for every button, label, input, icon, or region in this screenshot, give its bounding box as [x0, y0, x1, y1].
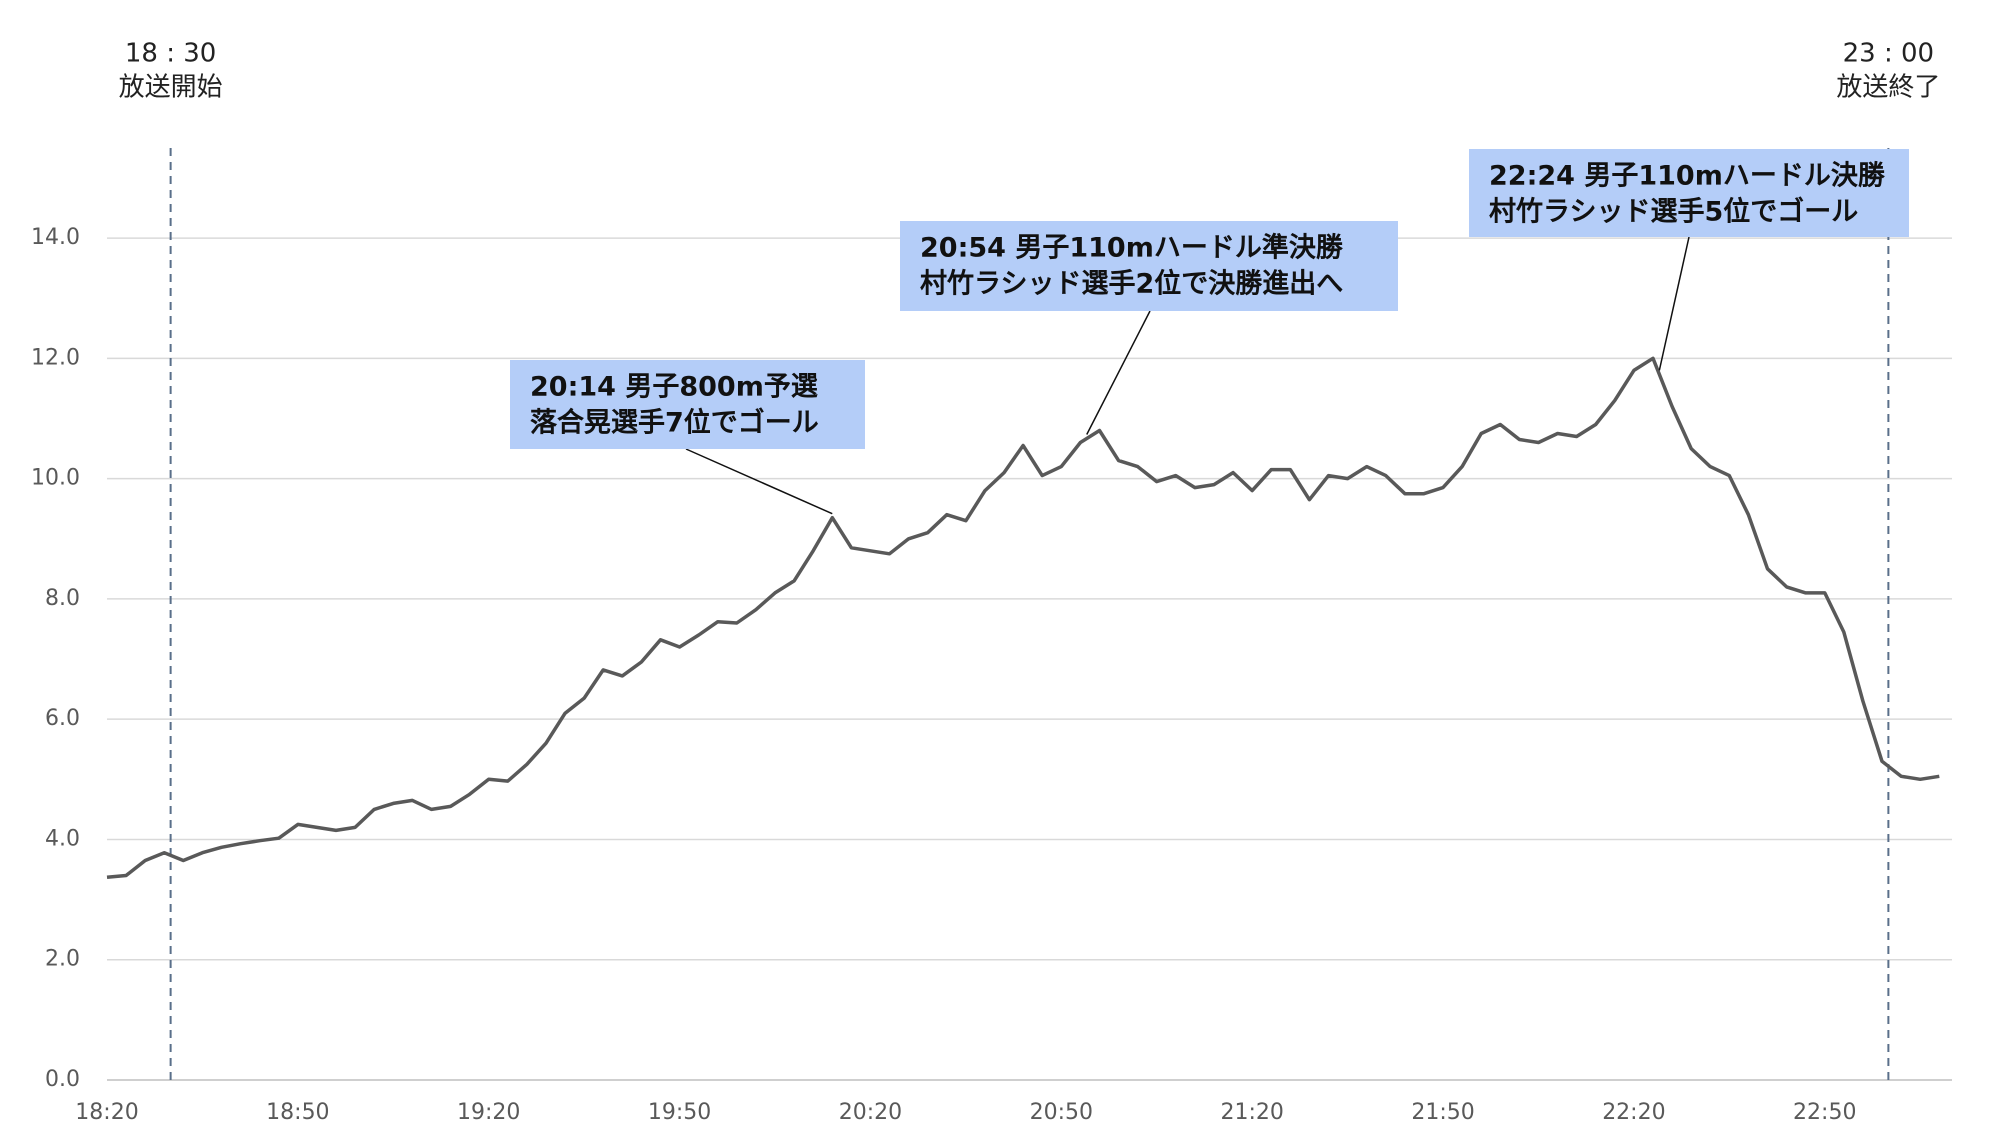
- annotation-text: 20:14 男子800m予選: [530, 372, 818, 403]
- annotation-text: 落合晃選手7位でゴール: [530, 407, 819, 439]
- annotation-pointer: [685, 448, 833, 515]
- y-tick-label: 14.0: [31, 225, 80, 250]
- annotation-text: 村竹ラシッド選手2位で決勝進出へ: [920, 268, 1343, 300]
- line: [106, 356, 1940, 880]
- annotation-box: [900, 221, 1398, 311]
- x-tick-label: 20:20: [839, 1100, 902, 1125]
- x-tick-label: 22:50: [1793, 1100, 1856, 1125]
- x-tick-label: 22:20: [1602, 1100, 1665, 1125]
- annotation-pointer: [1658, 236, 1690, 371]
- x-tick-label: 18:50: [266, 1100, 329, 1125]
- annotation-text: 20:54 男子110mハードル準決勝: [920, 232, 1344, 264]
- y-tick-label: 8.0: [45, 586, 80, 611]
- x-tick-label: 21:20: [1220, 1100, 1283, 1125]
- y-tick-label: 2.0: [45, 947, 80, 972]
- annotation-text: 22:24 男子110mハードル決勝: [1489, 161, 1886, 192]
- y-tick-label: 10.0: [31, 466, 80, 491]
- x-tick-label: 19:20: [457, 1100, 520, 1125]
- marker-time: 23 : 00: [1843, 39, 1934, 69]
- y-tick-label: 12.0: [31, 345, 80, 370]
- y-tick-label: 0.0: [45, 1067, 80, 1092]
- x-tick-label: 18:20: [75, 1100, 138, 1125]
- annotation-pointer: [1086, 310, 1151, 435]
- x-tick-label: 19:50: [648, 1100, 711, 1125]
- marker-time: 18 : 30: [125, 39, 216, 69]
- marker-label: 放送開始: [119, 73, 223, 103]
- y-tick-label: 6.0: [45, 706, 80, 731]
- marker-label: 放送終了: [1836, 73, 1940, 103]
- annotation-box: [510, 360, 865, 449]
- x-tick-label: 21:50: [1411, 1100, 1474, 1125]
- y-tick-label: 4.0: [45, 826, 80, 851]
- annotation-box: [1469, 149, 1909, 237]
- annotation-text: 村竹ラシッド選手5位でゴール: [1489, 196, 1858, 228]
- x-tick-label: 20:50: [1030, 1100, 1093, 1125]
